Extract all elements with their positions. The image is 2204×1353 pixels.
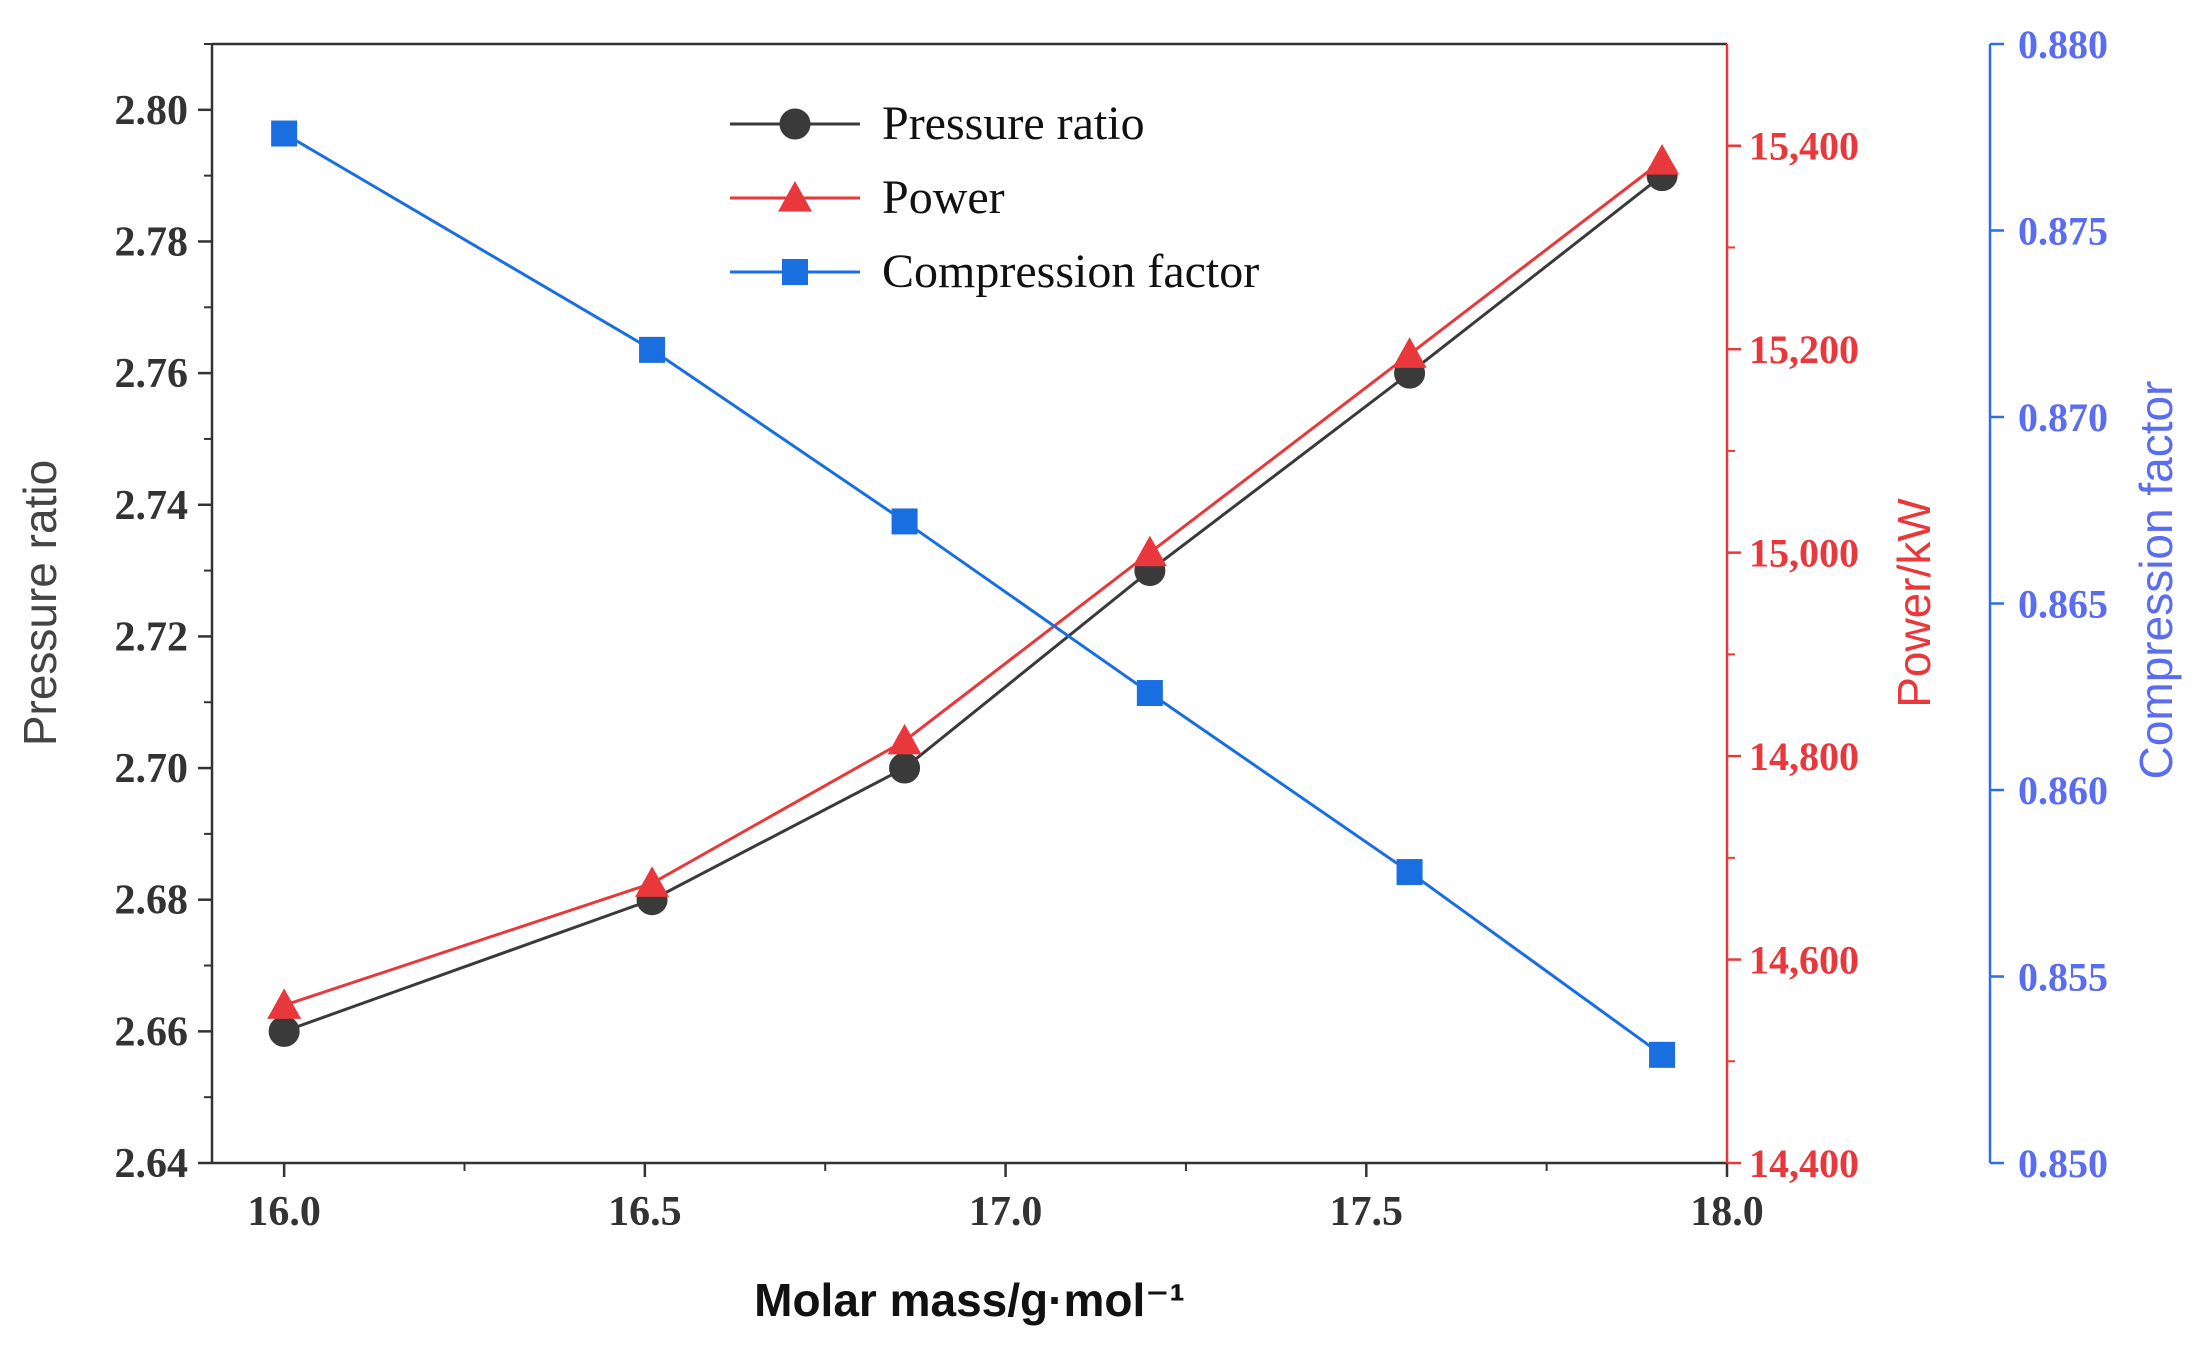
- right-tick-label: 14,600: [1749, 938, 1859, 983]
- right2-tick-label: 0.880: [2018, 22, 2108, 67]
- right2-tick-label: 0.850: [2018, 1141, 2108, 1186]
- right-tick-label: 14,800: [1749, 734, 1859, 779]
- left-tick-label: 2.72: [115, 614, 189, 660]
- legend-label-1: Power: [882, 171, 1005, 224]
- series-2-point: [1136, 680, 1163, 707]
- legend-label-2: Compression factor: [882, 245, 1259, 298]
- legend-marker-0: [779, 108, 811, 140]
- series-2-point: [1649, 1041, 1676, 1068]
- right-tick-label: 15,000: [1749, 531, 1859, 576]
- right2-tick-label: 0.855: [2018, 955, 2108, 1000]
- right-tick-label: 15,400: [1749, 124, 1859, 169]
- left-tick-label: 2.64: [115, 1141, 189, 1187]
- series-1-point: [267, 988, 302, 1019]
- series-line-1: [283, 159, 1663, 1007]
- legend-marker-1: [778, 181, 812, 212]
- series-0-point: [268, 1015, 300, 1047]
- x-tick-label: 17.0: [969, 1189, 1043, 1235]
- series-2-point: [271, 120, 298, 147]
- legend: Pressure ratio Power Compression factor: [730, 97, 1259, 298]
- axes-layer: 16.0 16.5 17.0 17.5 18.0 2.64 2.66 2.68 2.70 2.72…: [115, 22, 2109, 1235]
- series-1-point: [887, 723, 922, 755]
- series-1-point: [1132, 535, 1167, 567]
- left-tick-label: 2.74: [115, 483, 189, 529]
- left-tick-label: 2.76: [115, 351, 189, 397]
- x-tick-label: 17.5: [1330, 1189, 1404, 1235]
- right2-axis-title: Compression factor: [2130, 381, 2182, 780]
- series-line-0: [283, 174, 1663, 1033]
- right2-tick-label: 0.875: [2018, 209, 2108, 254]
- series-line-2: [283, 132, 1663, 1057]
- x-axis-title: Molar mass/g·mol⁻¹: [754, 1274, 1185, 1326]
- left-tick-label: 2.78: [115, 219, 189, 265]
- legend-label-0: Pressure ratio: [882, 97, 1145, 150]
- series-2-point: [891, 508, 918, 535]
- left-tick-label: 2.80: [115, 88, 189, 134]
- left-tick-label: 2.68: [115, 878, 189, 924]
- right-tick-label: 15,200: [1749, 327, 1859, 372]
- series-markers-layer: [267, 120, 1680, 1068]
- axis-titles-layer: Molar mass/g·mol⁻¹ Pressure ratio Power/kW…: [14, 381, 2182, 1326]
- left-tick-label: 2.66: [115, 1009, 189, 1055]
- right-axis-title: Power/kW: [1888, 498, 1940, 708]
- x-tick-label: 16.0: [247, 1189, 321, 1235]
- series-2-point: [639, 336, 666, 363]
- right-tick-label: 14,400: [1749, 1141, 1859, 1186]
- series-1-point: [635, 866, 670, 897]
- left-axis-title: Pressure ratio: [14, 460, 66, 746]
- x-tick-label: 16.5: [608, 1189, 682, 1235]
- series-0-point: [889, 752, 921, 784]
- series-1-point: [1645, 143, 1680, 175]
- series-1-point: [1392, 337, 1427, 368]
- x-tick-label: 18.0: [1690, 1189, 1764, 1235]
- right2-tick-label: 0.870: [2018, 395, 2108, 440]
- series-lines-layer: [283, 132, 1663, 1057]
- left-tick-label: 2.70: [115, 746, 189, 792]
- right2-tick-label: 0.865: [2018, 582, 2108, 627]
- right2-tick-label: 0.860: [2018, 768, 2108, 813]
- series-2-point: [1396, 859, 1423, 886]
- legend-marker-2: [782, 259, 808, 285]
